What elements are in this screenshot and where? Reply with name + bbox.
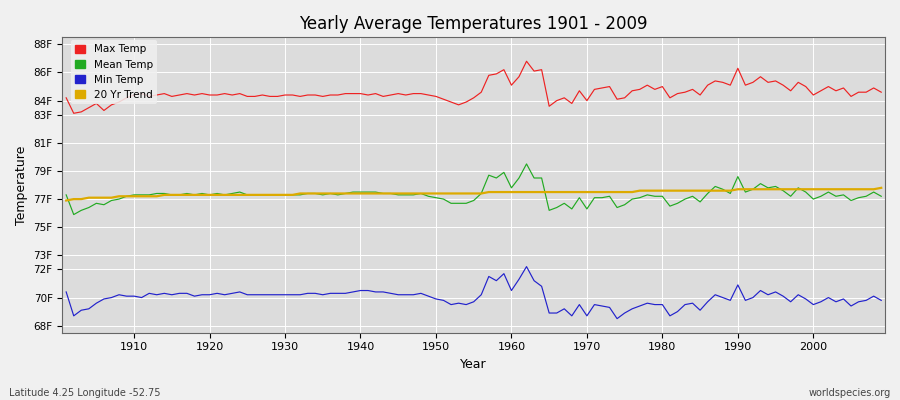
Title: Yearly Average Temperatures 1901 - 2009: Yearly Average Temperatures 1901 - 2009 <box>300 15 648 33</box>
Text: Latitude 4.25 Longitude -52.75: Latitude 4.25 Longitude -52.75 <box>9 388 160 398</box>
X-axis label: Year: Year <box>461 358 487 371</box>
Legend: Max Temp, Mean Temp, Min Temp, 20 Yr Trend: Max Temp, Mean Temp, Min Temp, 20 Yr Tre… <box>70 40 157 104</box>
Text: worldspecies.org: worldspecies.org <box>809 388 891 398</box>
Y-axis label: Temperature: Temperature <box>15 145 28 225</box>
